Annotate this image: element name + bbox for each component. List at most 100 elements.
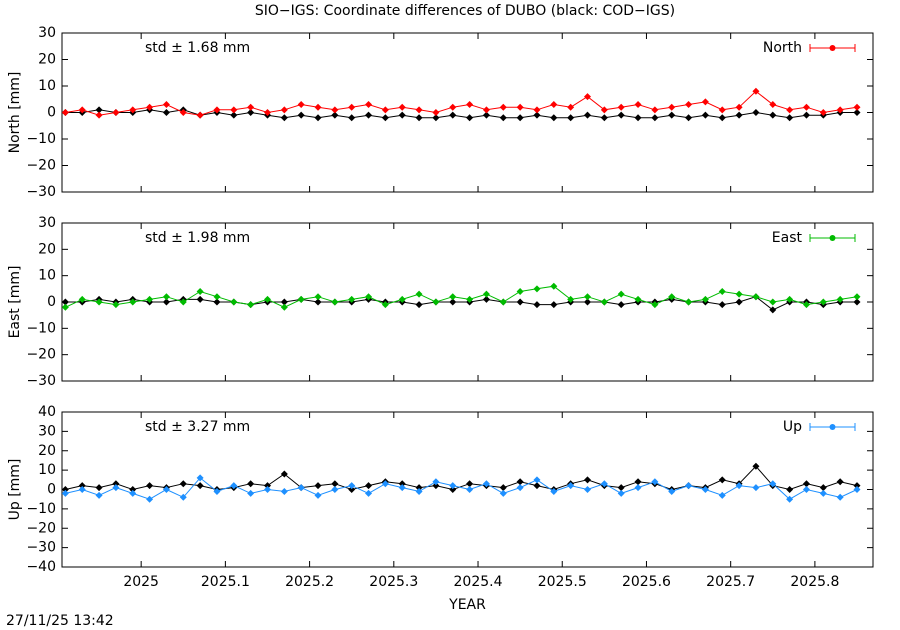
- data-point: [584, 111, 592, 119]
- series-line: [65, 477, 858, 500]
- data-point: [95, 111, 103, 119]
- data-point: [263, 486, 271, 493]
- data-point: [499, 489, 507, 497]
- data-point: [752, 484, 760, 492]
- data-point: [213, 487, 221, 495]
- data-point: [769, 101, 777, 109]
- data-point: [533, 285, 541, 293]
- data-point: [179, 480, 187, 488]
- data-point: [718, 301, 726, 309]
- data-point: [668, 487, 676, 495]
- data-point: [95, 491, 103, 499]
- data-point: [415, 484, 423, 492]
- data-point: [634, 478, 642, 486]
- data-point: [735, 290, 743, 298]
- y-tick-label: −30: [26, 373, 56, 389]
- data-point: [482, 480, 490, 488]
- data-point: [718, 114, 726, 122]
- data-point: [466, 480, 474, 488]
- data-point: [802, 480, 810, 488]
- data-point: [415, 487, 423, 495]
- data-point: [735, 298, 743, 306]
- data-point: [129, 106, 137, 114]
- x-tick-label: 2025.7: [706, 574, 755, 590]
- data-point: [769, 298, 777, 306]
- timestamp: 27/11/25 13:42: [6, 613, 114, 629]
- data-point: [314, 482, 322, 490]
- data-point: [179, 298, 187, 306]
- data-point: [735, 103, 743, 111]
- data-point: [280, 487, 288, 495]
- data-point: [449, 298, 457, 306]
- data-point: [449, 103, 457, 111]
- data-point: [247, 301, 255, 309]
- legend-marker: [829, 45, 836, 51]
- data-point: [550, 101, 558, 109]
- data-point: [146, 482, 154, 490]
- data-point: [482, 111, 490, 119]
- y-tick-label: 0: [47, 294, 56, 310]
- data-point: [112, 484, 120, 492]
- y-tick-label: −10: [26, 501, 56, 517]
- data-point: [752, 87, 760, 95]
- data-point: [146, 103, 154, 111]
- data-point: [718, 476, 726, 484]
- data-point: [802, 111, 810, 119]
- std-annotation: std ± 1.68 mm: [145, 40, 250, 56]
- data-point: [802, 486, 810, 493]
- data-point: [314, 103, 322, 111]
- data-point: [449, 111, 457, 119]
- data-point: [415, 106, 423, 114]
- legend-label: Up: [783, 419, 802, 435]
- data-point: [263, 482, 271, 490]
- y-tick-label: 20: [38, 443, 56, 459]
- data-point: [718, 106, 726, 114]
- y-tick-label: 40: [38, 404, 56, 420]
- data-point: [331, 106, 339, 114]
- data-point: [297, 111, 305, 119]
- data-point: [701, 486, 709, 493]
- data-point: [651, 478, 659, 486]
- data-point: [567, 295, 575, 303]
- data-point: [584, 93, 592, 101]
- data-point: [853, 103, 861, 111]
- data-point: [533, 301, 541, 309]
- data-point: [584, 293, 592, 301]
- legend-label: North: [763, 40, 802, 56]
- data-point: [263, 295, 271, 303]
- data-point: [499, 298, 507, 306]
- data-point: [482, 106, 490, 114]
- data-point: [398, 480, 406, 488]
- data-point: [196, 295, 204, 303]
- data-point: [584, 298, 592, 306]
- data-point: [78, 482, 86, 490]
- data-point: [516, 484, 524, 492]
- data-point: [701, 98, 709, 106]
- data-point: [634, 295, 642, 303]
- data-point: [685, 101, 693, 109]
- data-point: [449, 293, 457, 301]
- data-point: [718, 287, 726, 295]
- y-tick-label: −20: [26, 347, 56, 363]
- y-tick-label: 10: [38, 78, 56, 94]
- data-point: [95, 484, 103, 492]
- data-point: [853, 109, 861, 116]
- data-point: [466, 486, 474, 493]
- y-tick-label: 30: [38, 215, 56, 231]
- data-point: [280, 114, 288, 122]
- data-point: [567, 114, 575, 122]
- data-point: [786, 106, 794, 114]
- data-point: [617, 111, 625, 119]
- data-point: [432, 109, 440, 116]
- data-point: [331, 486, 339, 493]
- data-point: [600, 106, 608, 114]
- data-point: [533, 111, 541, 119]
- data-point: [701, 111, 709, 119]
- data-point: [196, 287, 204, 295]
- x-tick-label: 2025.3: [369, 574, 418, 590]
- data-point: [112, 109, 120, 116]
- y-tick-label: 20: [38, 241, 56, 257]
- data-point: [651, 301, 659, 309]
- y-tick-label: −10: [26, 320, 56, 336]
